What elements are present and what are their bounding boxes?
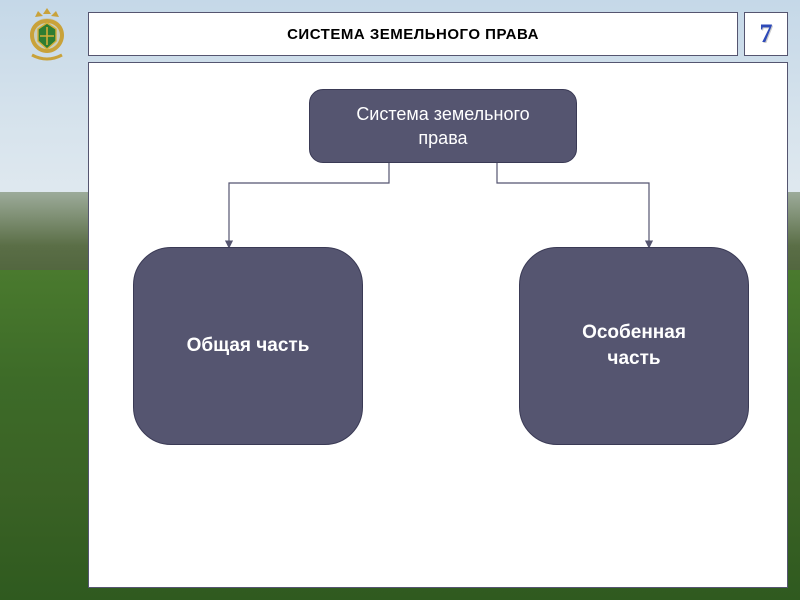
page-number-box: 7	[744, 12, 788, 56]
node-right: Особенная часть	[519, 247, 749, 445]
node-left: Общая часть	[133, 247, 363, 445]
node-root: Система земельного права	[309, 89, 577, 163]
node-label-left: Общая часть	[187, 333, 310, 359]
diagram-panel: Система земельного права Общая часть Особе…	[88, 62, 788, 588]
emblem	[12, 12, 82, 56]
node-label-right: Особенная часть	[582, 320, 686, 371]
page-title: СИСТЕМА ЗЕМЕЛЬНОГО ПРАВА	[287, 26, 539, 43]
title-box: СИСТЕМА ЗЕМЕЛЬНОГО ПРАВА	[88, 12, 738, 56]
page-number: 7	[760, 19, 773, 49]
header: СИСТЕМА ЗЕМЕЛЬНОГО ПРАВА 7	[12, 12, 788, 56]
node-label-root: Система земельного права	[356, 102, 529, 151]
